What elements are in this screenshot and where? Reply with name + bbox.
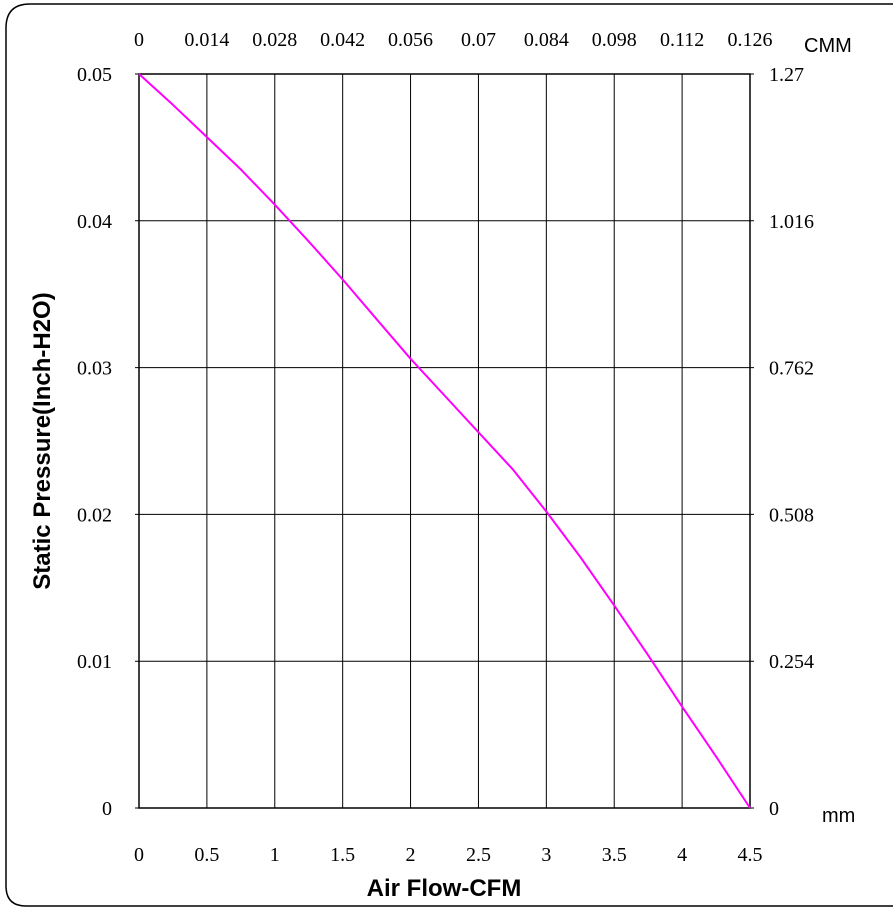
y-right-unit-label: mm bbox=[822, 805, 855, 827]
x-tick-label: 2.5 bbox=[466, 844, 491, 866]
y-tick-label: 0.04 bbox=[77, 211, 112, 233]
series-group bbox=[138, 73, 751, 809]
x-top-tick-label: 0.126 bbox=[728, 29, 773, 51]
pq-curve-line bbox=[138, 73, 751, 809]
x-tick-label: 1 bbox=[270, 844, 280, 866]
x-axis-title: Air Flow-CFM bbox=[367, 875, 522, 902]
x-tick-label: 4 bbox=[677, 844, 687, 866]
x-axis-top-ticks: 0 0.014 0.028 0.042 0.056 0.07 0.084 0.098 0.112… bbox=[134, 29, 773, 51]
x-top-tick-label: 0.07 bbox=[461, 29, 496, 51]
y-right-tick-label: 1.27 bbox=[769, 64, 804, 86]
x-tick-label: 4.5 bbox=[738, 844, 763, 866]
x-top-tick-label: 0 bbox=[134, 29, 144, 51]
x-top-tick-label: 0.084 bbox=[524, 29, 569, 51]
chart-border bbox=[5, 3, 893, 907]
x-tick-label: 3 bbox=[541, 844, 551, 866]
y-tick-label: 0.05 bbox=[77, 64, 112, 86]
y-tick-label: 0.03 bbox=[77, 358, 112, 380]
y-tick-label: 0.02 bbox=[77, 504, 112, 526]
y-tick-label: 0 bbox=[102, 798, 112, 820]
y-right-tick-label: 0.254 bbox=[769, 651, 814, 673]
y-right-tick-label: 0 bbox=[769, 798, 779, 820]
x-top-tick-label: 0.014 bbox=[184, 29, 229, 51]
x-tick-label: 3.5 bbox=[602, 844, 627, 866]
x-top-tick-label: 0.098 bbox=[592, 29, 637, 51]
y-axis-right-ticks: 0 0.254 0.508 0.762 1.016 1.27 bbox=[769, 64, 814, 820]
grid-lines bbox=[135, 73, 754, 809]
x-axis-ticks: 0 0.5 1 1.5 2 2.5 3 3.5 4 4.5 bbox=[134, 844, 763, 866]
x-tick-label: 1.5 bbox=[330, 844, 355, 866]
y-right-tick-label: 0.508 bbox=[769, 504, 814, 526]
x-top-unit-label: CMM bbox=[804, 35, 852, 57]
x-top-tick-label: 0.028 bbox=[252, 29, 297, 51]
plot-area-border bbox=[138, 73, 751, 809]
y-tick-label: 0.01 bbox=[77, 651, 112, 673]
x-tick-label: 0.5 bbox=[194, 844, 219, 866]
x-tick-label: 2 bbox=[406, 844, 416, 866]
y-right-tick-label: 1.016 bbox=[769, 211, 814, 233]
y-axis-ticks: 0 0.01 0.02 0.03 0.04 0.05 bbox=[77, 64, 112, 820]
x-top-tick-label: 0.056 bbox=[388, 29, 433, 51]
y-axis-title: Static Pressure(Inch-H2O) bbox=[29, 292, 56, 589]
x-top-tick-label: 0.042 bbox=[320, 29, 365, 51]
x-top-tick-label: 0.112 bbox=[660, 29, 704, 51]
x-tick-label: 0 bbox=[134, 844, 144, 866]
y-right-tick-label: 0.762 bbox=[769, 358, 814, 380]
